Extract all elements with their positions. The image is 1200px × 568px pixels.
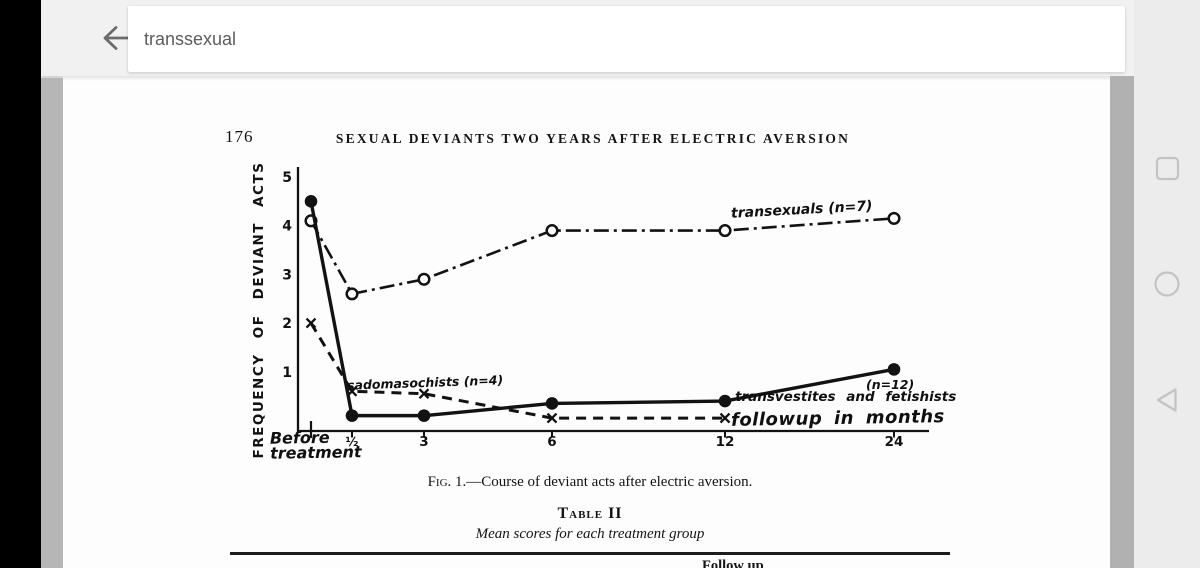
y-tick-label-4: 4: [282, 219, 292, 235]
marker-transvestites-fetishists-0: [304, 195, 318, 208]
search-toolbar: [41, 0, 1134, 76]
x-axis-label: followup in months: [730, 406, 945, 431]
y-tick-label-2: 2: [282, 316, 292, 332]
marker-sadomasochists-4: [719, 412, 731, 424]
marker-transexuals-3: [545, 224, 559, 238]
marker-sadomasochists-3: [546, 412, 558, 424]
android-nav-bar: [1134, 0, 1200, 568]
before-line2: treatment: [269, 442, 362, 463]
y-axis-label: FREQUENCY OF DEVIANT ACTS: [251, 162, 267, 459]
chart-axes: [296, 167, 929, 433]
x-tick-label-12: 12: [716, 434, 735, 450]
marker-transvestites-fetishists-1: [345, 409, 359, 422]
series-line-transexuals: [309, 217, 895, 296]
back-arrow-icon: [103, 26, 133, 50]
marker-transvestites-fetishists-4: [718, 394, 732, 408]
scrollbar-strip[interactable]: [1110, 76, 1134, 568]
table-subtitle: Mean scores for each treatment group: [475, 526, 705, 542]
x-tick-label-3: 3: [419, 434, 428, 450]
figure-caption-label: Fig. 1.: [427, 474, 467, 490]
series-line-sadomasochists: [309, 322, 725, 420]
series-label-transvestites: transvestites and fetishists: [735, 389, 957, 405]
marker-transexuals-1: [345, 287, 359, 301]
marker-transvestites-fetishists-2: [417, 409, 431, 422]
back-nav-button[interactable]: [1134, 375, 1200, 425]
x-tick-before-treatment: Before treatment: [269, 428, 362, 463]
y-tick-label-1: 1: [282, 365, 292, 381]
table-title: Table II: [557, 505, 623, 522]
x-tick-label-½: ½: [346, 434, 359, 449]
home-button[interactable]: [1134, 259, 1200, 309]
x-tick-label-6: 6: [547, 434, 556, 450]
page-edge-strip-left: [41, 78, 63, 568]
series-line-transvestites-fetishists: [309, 201, 895, 418]
marker-transexuals-5: [887, 211, 901, 225]
marker-transexuals-4: [718, 224, 732, 238]
y-tick-label-3: 3: [282, 267, 292, 283]
square-icon: [1155, 156, 1179, 180]
marker-sadomasochists-2: [418, 388, 430, 400]
figure-caption: Fig. 1.—Course of deviant acts after ele…: [390, 474, 790, 491]
marker-transvestites-fetishists-3: [545, 397, 559, 410]
marker-sadomasochists-0: [305, 317, 317, 329]
series-label-transvestites-n: (n=12): [866, 377, 915, 392]
table-column-header-followup: Follow up: [702, 558, 764, 568]
x-tick-label-24: 24: [885, 434, 904, 450]
marker-transvestites-fetishists-5: [887, 363, 901, 376]
recents-button[interactable]: [1134, 143, 1200, 193]
search-box[interactable]: [128, 6, 1125, 72]
search-input[interactable]: [142, 27, 1046, 51]
running-title: SEXUAL DEVIANTS TWO YEARS AFTER ELECTRIC…: [335, 131, 851, 146]
document-page[interactable]: 176 SEXUAL DEVIANTS TWO YEARS AFTER ELEC…: [63, 76, 1110, 568]
figure-caption-text: —Course of deviant acts after electric a…: [466, 474, 753, 490]
marker-transexuals-2: [417, 272, 431, 286]
table-top-rule: [230, 552, 950, 555]
back-button[interactable]: [97, 22, 139, 54]
y-tick-label-5: 5: [282, 170, 292, 186]
page-number: 176: [225, 127, 254, 146]
circle-icon: [1154, 271, 1180, 297]
letterbox-strip: [0, 0, 41, 568]
triangle-left-icon: [1156, 388, 1177, 412]
